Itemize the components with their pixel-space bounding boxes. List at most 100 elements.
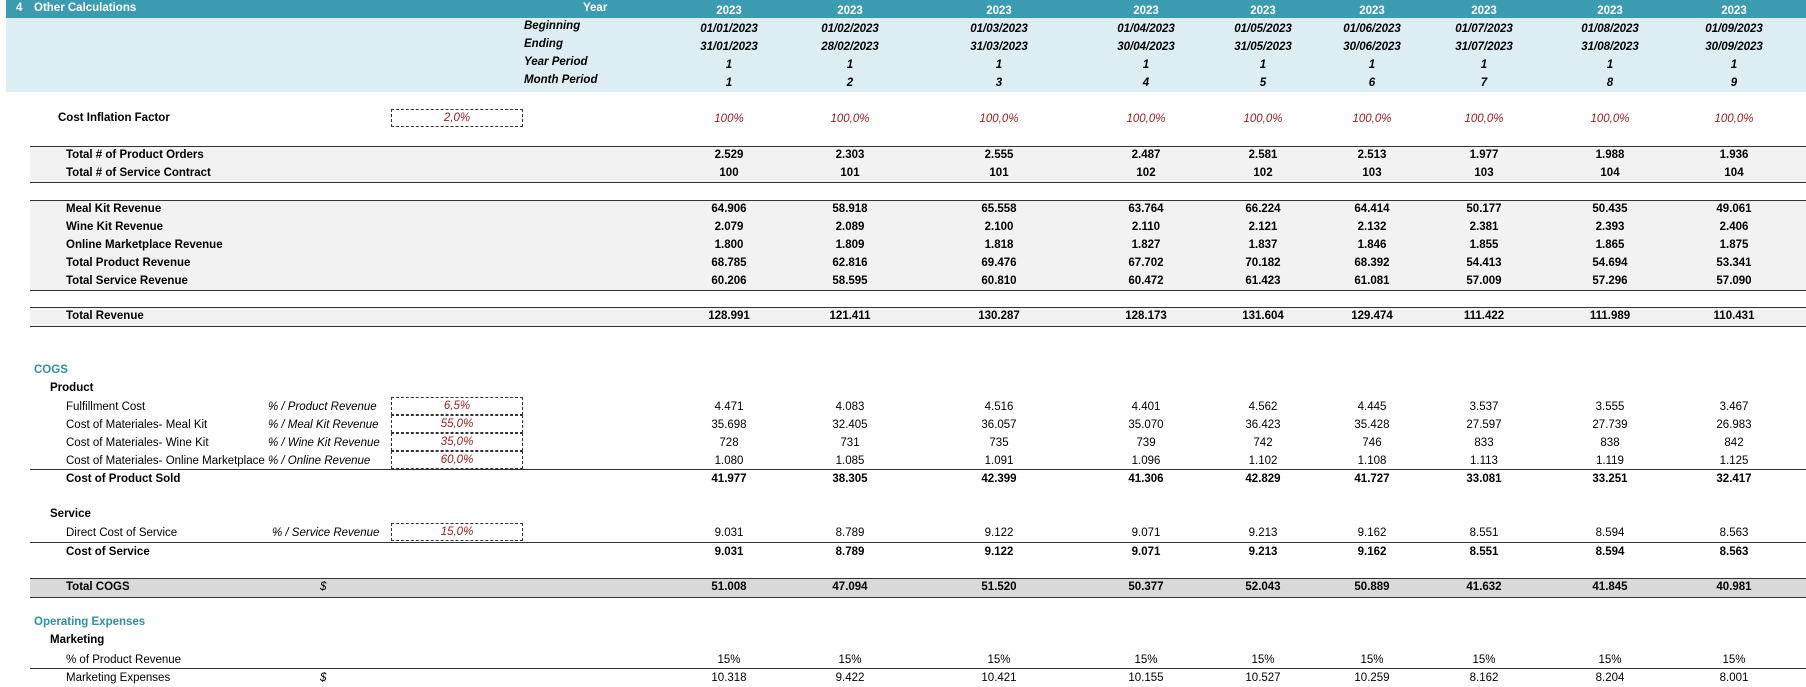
value-cell: 58.918 (832, 203, 868, 215)
value-cell: 8.162 (1469, 672, 1499, 684)
value-cell: 1 (1730, 59, 1738, 71)
row-label: Fulfillment Cost (66, 401, 146, 413)
value-cell: 2023 (1359, 5, 1385, 17)
value-cell: 35.428 (1354, 419, 1390, 431)
value-cell: 10.155 (1128, 672, 1164, 684)
value-cell: 7 (1480, 77, 1488, 89)
value-cell: 3.537 (1469, 401, 1499, 413)
value-cell: 742 (1253, 437, 1273, 449)
value-cell: 1 (846, 59, 854, 71)
cost-of-product-sold-row: Cost of Product Sold 41.977 38.305 42.399 41… (0, 470, 1806, 488)
value-cell: 01/08/2023 (1581, 23, 1639, 35)
basis-label: % / Product Revenue (268, 401, 377, 413)
inflation-row: 100% 100,0% 100,0% 100,0% 100,0% 100,0% 100,0%… (0, 110, 1806, 128)
value-cell: 60.206 (711, 275, 747, 287)
value-cell: 9.031 (714, 546, 744, 558)
value-cell: 30/09/2023 (1705, 41, 1763, 53)
value-cell: 15% (1472, 654, 1496, 666)
value-cell: 100,0% (1126, 113, 1166, 125)
value-cell: 3 (995, 77, 1003, 89)
revenue-row: Wine Kit Revenue 2.079 2.089 2.100 2.110 2.12… (0, 218, 1806, 236)
beginning-label: Beginning (524, 20, 581, 32)
row-label: Total # of Service Contract (66, 167, 211, 179)
value-cell: 41.845 (1592, 581, 1628, 593)
header-month-period-row: 1 2 3 4 5 6 7 8 9 (0, 74, 1806, 92)
value-cell: 731 (840, 437, 860, 449)
value-cell: 1 (1606, 59, 1614, 71)
value-cell: 01/02/2023 (821, 23, 879, 35)
value-cell: 27.597 (1466, 419, 1502, 431)
assumption-input[interactable]: 35,0% (391, 433, 523, 451)
value-cell: 15% (1598, 654, 1622, 666)
value-cell: 746 (1362, 437, 1382, 449)
value-cell: 54.413 (1466, 257, 1502, 269)
row-label: Cost of Materiales- Wine Kit (66, 437, 209, 449)
value-cell: 2.381 (1469, 221, 1499, 233)
value-cell: 1.837 (1248, 239, 1278, 251)
value-cell: 9.213 (1248, 527, 1278, 539)
value-cell: 65.558 (981, 203, 1017, 215)
value-cell: 8.563 (1719, 546, 1749, 558)
value-cell: 4.471 (714, 401, 744, 413)
value-cell: 2.132 (1357, 221, 1387, 233)
value-cell: 2.393 (1595, 221, 1625, 233)
value-cell: 101 (989, 167, 1009, 179)
value-cell: 8.563 (1719, 527, 1749, 539)
value-cell: 2.529 (714, 149, 744, 161)
section-number: 4 (16, 2, 23, 14)
value-cell: 42.399 (981, 473, 1017, 485)
ending-label: Ending (524, 38, 563, 50)
value-cell: 10.527 (1245, 672, 1281, 684)
value-cell: 15% (717, 654, 741, 666)
value-cell: 1.855 (1469, 239, 1499, 251)
row-label: Total # of Product Orders (66, 149, 204, 161)
value-cell: 36.057 (981, 419, 1017, 431)
value-cell: 30/04/2023 (1117, 41, 1175, 53)
value-cell: 50.435 (1592, 203, 1628, 215)
value-cell: 49.061 (1716, 203, 1752, 215)
value-cell: 2.303 (835, 149, 865, 161)
header-years-row: 2023 2023 2023 2023 2023 2023 2023 2023 2023 (0, 2, 1806, 20)
value-cell: 61.423 (1245, 275, 1281, 287)
value-cell: 15% (838, 654, 862, 666)
assumption-input[interactable]: 15,0% (391, 523, 523, 541)
value-cell: 2.121 (1248, 221, 1278, 233)
value-cell: 2023 (837, 5, 863, 17)
value-cell: 735 (989, 437, 1009, 449)
row-label: Cost of Materiales- Online Marketplace (66, 455, 265, 467)
value-cell: 110.431 (1713, 310, 1755, 322)
value-cell: 4.562 (1248, 401, 1278, 413)
assumption-input[interactable]: 6,5% (391, 397, 523, 415)
value-cell: 31/01/2023 (700, 41, 758, 53)
value-cell: 10.259 (1354, 672, 1390, 684)
total-cogs-band (30, 578, 1806, 598)
value-cell: 1.102 (1248, 455, 1278, 467)
assumption-input[interactable]: 55,0% (391, 415, 523, 433)
value-cell: 2023 (1721, 5, 1747, 17)
value-cell: 1.977 (1469, 149, 1499, 161)
row-label: Total Product Revenue (66, 257, 191, 269)
value-cell: 9.162 (1357, 527, 1387, 539)
assumption-input[interactable]: 60,0% (391, 451, 523, 469)
revenue-row: Total Product Revenue 68.785 62.816 69.476 6… (0, 254, 1806, 272)
basis-label: % / Wine Kit Revenue (268, 437, 380, 449)
value-cell: 100,0% (1590, 113, 1630, 125)
row-label: Total Service Revenue (66, 275, 188, 287)
total-revenue-band (30, 307, 1806, 327)
cogs-product-row: Fulfillment Cost 4.471 4.083 4.516 4.401 4.56… (0, 397, 1806, 416)
value-cell: 60.472 (1128, 275, 1164, 287)
value-cell: 5 (1259, 77, 1267, 89)
value-cell: 2.089 (835, 221, 865, 233)
value-cell: 15% (1134, 654, 1158, 666)
value-cell: 40.981 (1716, 581, 1752, 593)
value-cell: 64.906 (711, 203, 747, 215)
value-cell: 4.445 (1357, 401, 1387, 413)
value-cell: 35.698 (711, 419, 747, 431)
row-label: Cost of Materiales- Meal Kit (66, 419, 208, 431)
header-title-bar (6, 0, 1806, 18)
year-period-label: Year Period (524, 56, 588, 68)
value-cell: 8.594 (1595, 527, 1625, 539)
inflation-input[interactable]: 2,0% (391, 109, 523, 127)
row-label: Meal Kit Revenue (66, 203, 162, 215)
value-cell: 8.594 (1595, 546, 1625, 558)
